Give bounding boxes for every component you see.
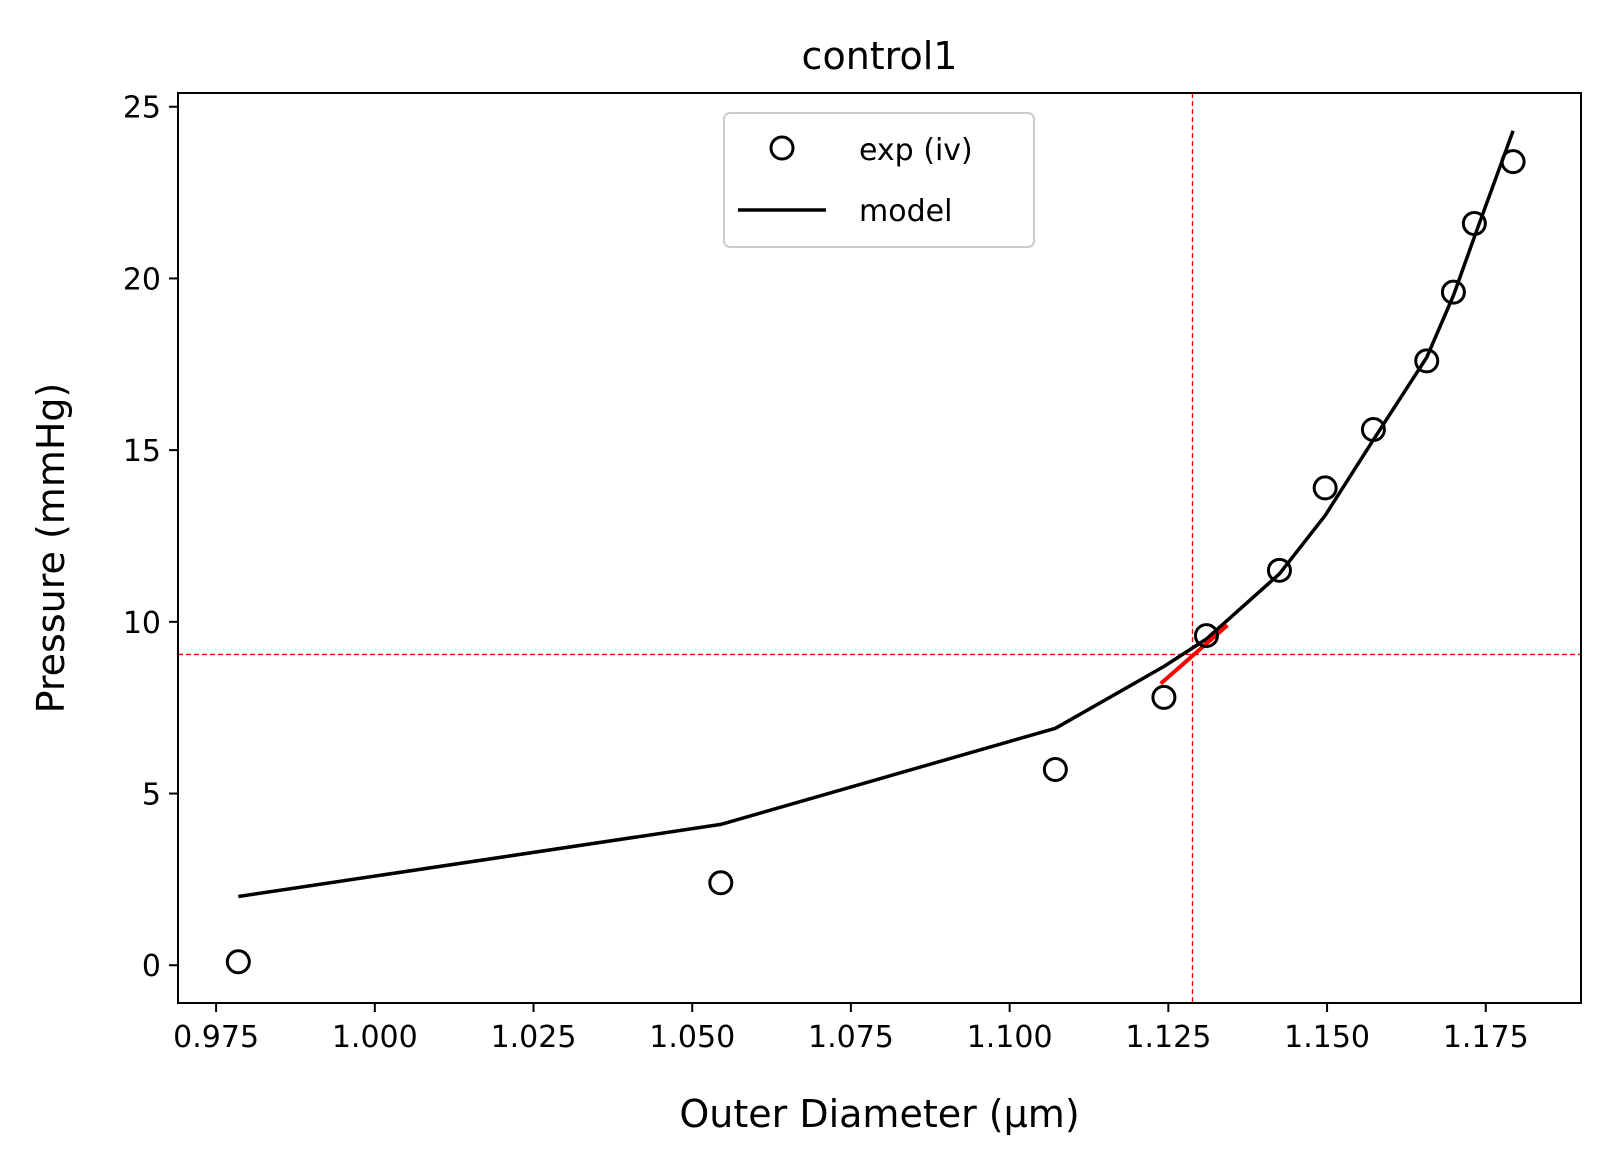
y-tick-label: 5 [142, 778, 161, 813]
data-point-exp [1500, 149, 1526, 175]
x-tick-label: 1.000 [332, 1020, 418, 1055]
y-tick-label: 10 [123, 606, 161, 641]
data-point-exp [225, 949, 251, 975]
x-axis-label: Outer Diameter (μm) [679, 1092, 1079, 1136]
data-point-exp [708, 870, 734, 896]
model-line [238, 130, 1515, 899]
y-axis: 0 5 10 15 20 25 [123, 91, 178, 984]
x-tick-label: 0.975 [173, 1020, 259, 1055]
data-point-exp [1461, 210, 1487, 236]
legend-box [723, 112, 1035, 248]
y-tick-label: 15 [123, 434, 161, 469]
plot-frame [177, 92, 1582, 1004]
x-tick-label: 1.075 [808, 1020, 894, 1055]
chart-title: control1 [802, 34, 958, 78]
legend-label-exp: exp (iv) [859, 133, 973, 168]
y-tick-label: 20 [123, 262, 161, 297]
legend-label-model: model [859, 194, 952, 229]
data-point-exp [1440, 279, 1466, 305]
y-tick-label: 25 [123, 91, 161, 126]
x-axis: 0.975 1.000 1.025 1.050 1.075 1.100 1.125 1.150… [173, 1003, 1529, 1055]
x-tick-label: 1.150 [1284, 1020, 1370, 1055]
data-point-exp [1151, 684, 1177, 710]
x-tick-label: 1.125 [1125, 1020, 1211, 1055]
chart-marks [178, 93, 1581, 1003]
x-tick-label: 1.175 [1443, 1020, 1529, 1055]
x-tick-label: 1.050 [649, 1020, 735, 1055]
data-point-exp [1042, 756, 1068, 782]
legend-marker-exp [769, 135, 795, 161]
y-tick-label: 0 [142, 949, 161, 984]
data-point-exp [1312, 475, 1338, 501]
data-point-exp [1360, 417, 1386, 443]
y-axis-label: Pressure (mmHg) [29, 383, 73, 714]
data-point-exp [1414, 348, 1440, 374]
data-point-exp [1266, 557, 1292, 583]
x-tick-label: 1.100 [967, 1020, 1053, 1055]
x-tick-label: 1.025 [491, 1020, 577, 1055]
data-point-exp [1193, 623, 1219, 649]
legend: exp (iv) model [723, 112, 1035, 248]
